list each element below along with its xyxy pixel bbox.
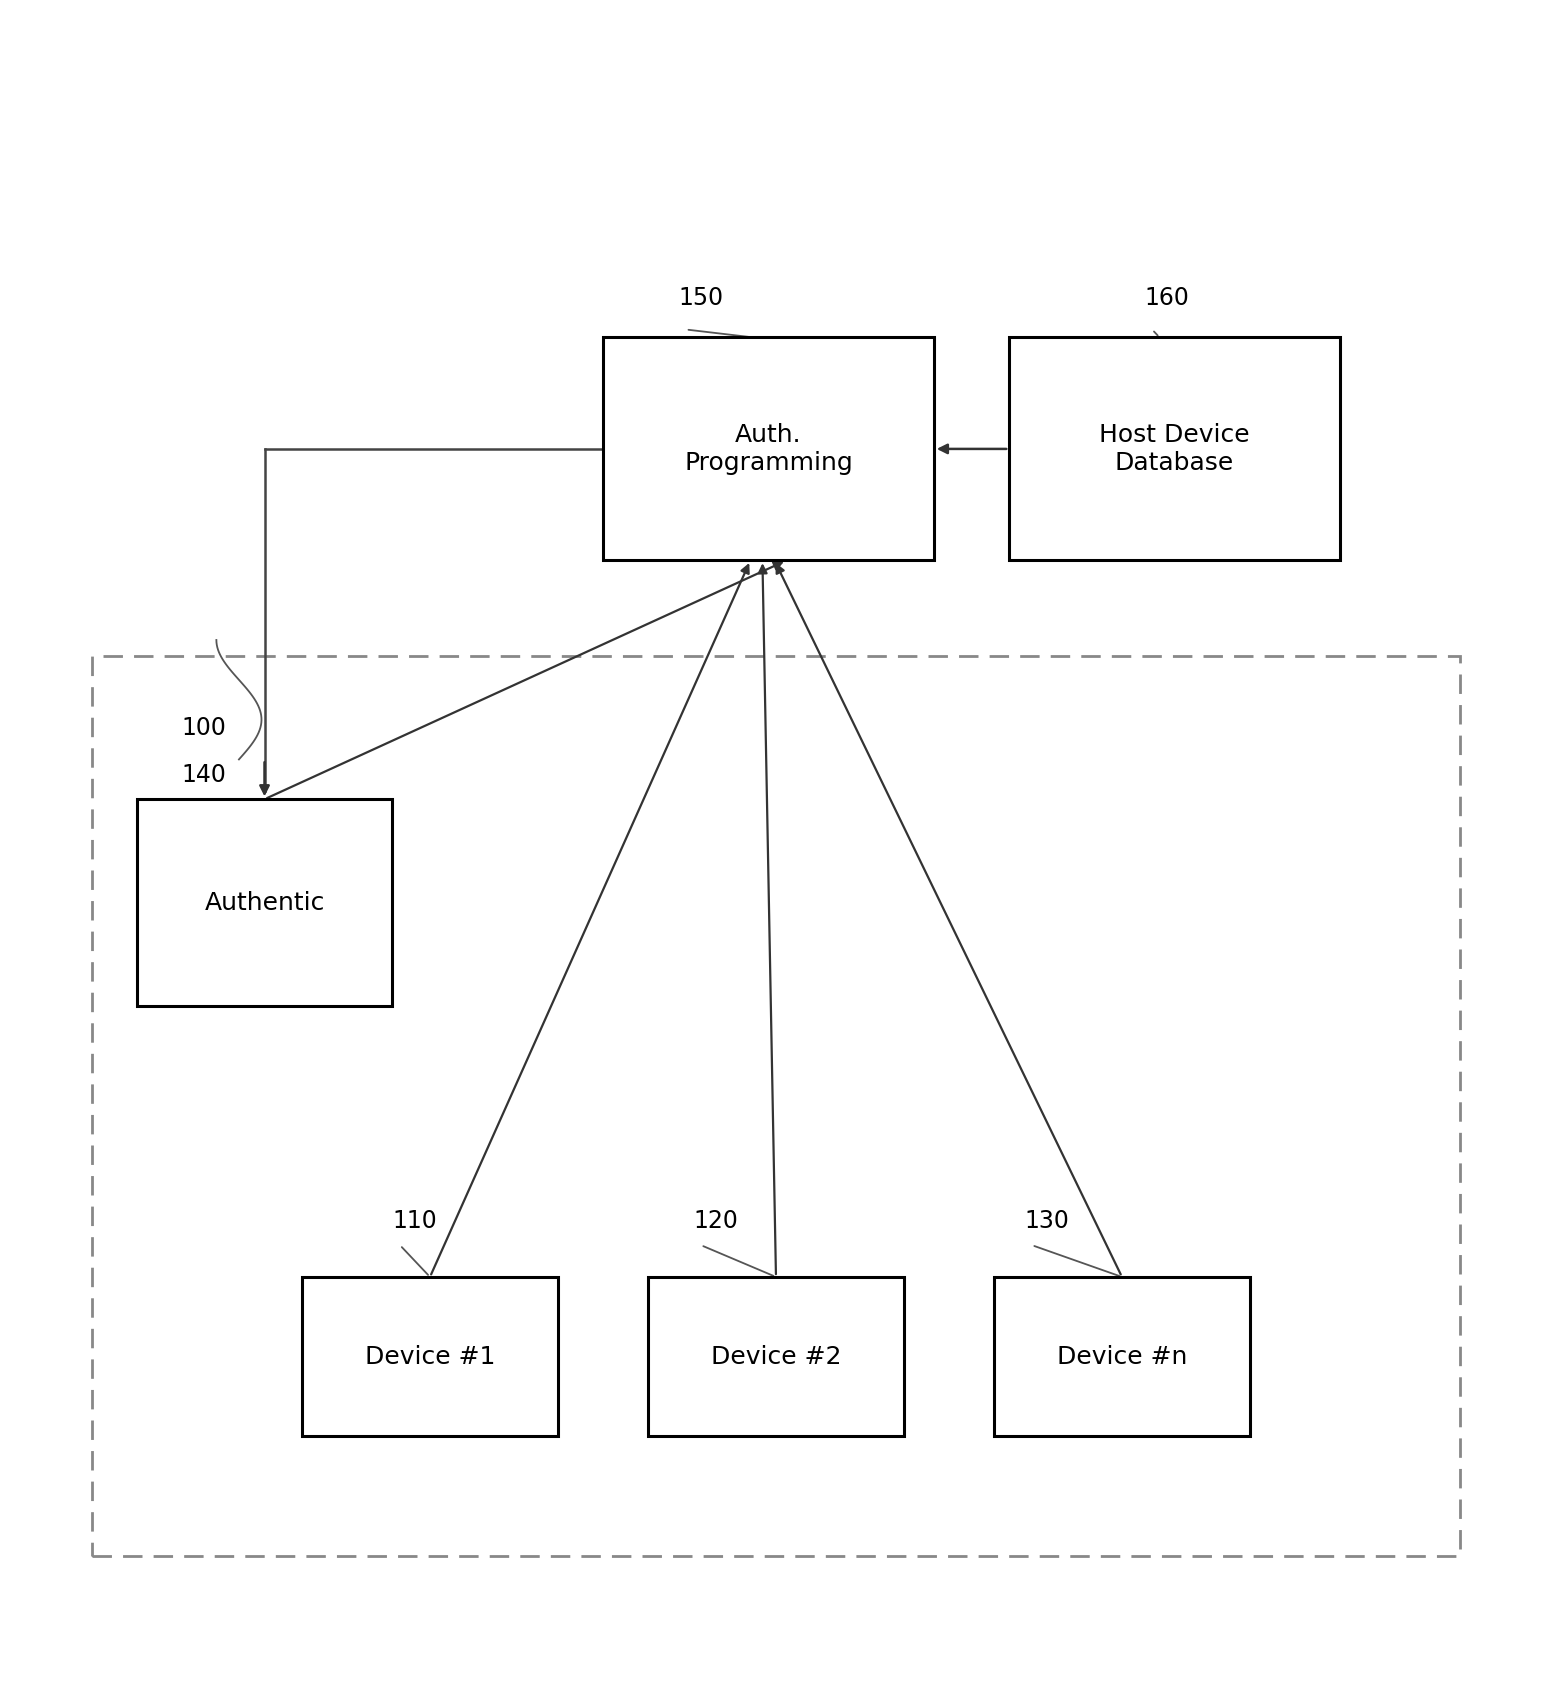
Bar bbox=[1009, 337, 1340, 561]
Bar bbox=[649, 1277, 904, 1437]
Bar bbox=[993, 1277, 1250, 1437]
Text: Auth.
Programming: Auth. Programming bbox=[685, 424, 852, 474]
Text: Device #1: Device #1 bbox=[365, 1345, 495, 1369]
Bar bbox=[91, 656, 1460, 1555]
Bar bbox=[302, 1277, 558, 1437]
Text: 160: 160 bbox=[1144, 286, 1189, 310]
Text: 140: 140 bbox=[182, 764, 227, 788]
Text: Device #2: Device #2 bbox=[711, 1345, 841, 1369]
Text: 130: 130 bbox=[1025, 1210, 1069, 1233]
Text: 150: 150 bbox=[679, 286, 724, 310]
Text: 100: 100 bbox=[182, 715, 227, 740]
Bar bbox=[603, 337, 934, 561]
Text: 120: 120 bbox=[693, 1210, 738, 1233]
Bar bbox=[136, 800, 392, 1006]
Text: Authentic: Authentic bbox=[204, 891, 324, 915]
Text: Device #n: Device #n bbox=[1056, 1345, 1188, 1369]
Text: Host Device
Database: Host Device Database bbox=[1100, 424, 1250, 474]
Text: 110: 110 bbox=[393, 1210, 437, 1233]
